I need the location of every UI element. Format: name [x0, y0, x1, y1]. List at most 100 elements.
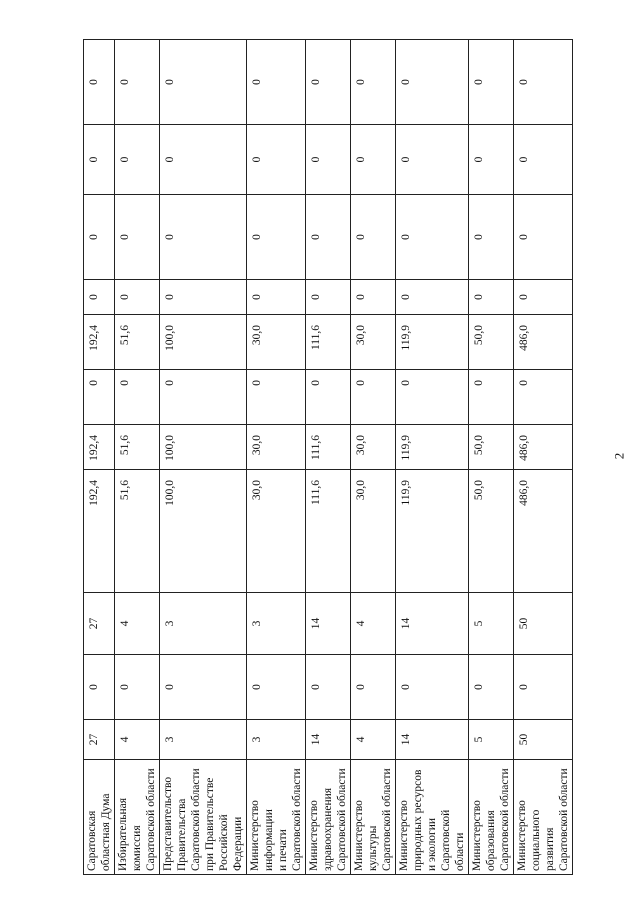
- organization-name-line: областная Дума: [100, 793, 112, 871]
- value-cell: 111,6: [305, 424, 351, 470]
- value-cell: 0: [159, 654, 247, 720]
- value-cell: 51,6: [114, 469, 160, 593]
- value-cell: 50,0: [468, 424, 514, 470]
- value-cell: 0: [159, 369, 247, 425]
- organization-name-line: образования: [485, 810, 497, 871]
- value-cell: 0: [395, 39, 469, 125]
- table-row: Саратовская областная Дума 27 0 27 192,4 192,4…: [83, 39, 115, 875]
- value-cell: 3: [246, 592, 306, 655]
- value-cell: 3: [159, 719, 247, 760]
- table-row: Избирательная комиссия Саратовской области…: [114, 39, 160, 875]
- value-cell: 0: [395, 194, 469, 280]
- value-cell: 0: [513, 654, 573, 720]
- table-row: Министерство социального развития Саратовск…: [513, 39, 573, 875]
- table-row: Министерство культуры Саратовской области 4…: [350, 39, 396, 875]
- value-cell: 30,0: [246, 469, 306, 593]
- value-cell: 192,4: [83, 424, 115, 470]
- value-cell: 3: [159, 592, 247, 655]
- organization-name-line: социального: [530, 809, 542, 871]
- organization-name-line: Министерство: [471, 800, 483, 871]
- value-cell: 486,0: [513, 314, 573, 370]
- value-cell: 119,9: [395, 314, 469, 370]
- value-cell: 119,9: [395, 424, 469, 470]
- value-cell: 5: [468, 719, 514, 760]
- organization-name-cell: Министерство природных ресурсов и экологии…: [395, 759, 469, 875]
- value-cell: 0: [305, 39, 351, 125]
- value-cell: 486,0: [513, 469, 573, 593]
- organization-name-line: природных ресурсов: [412, 769, 424, 871]
- budget-table: Саратовская областная Дума 27 0 27 192,4 192,4…: [83, 39, 573, 875]
- value-cell: 0: [468, 369, 514, 425]
- organization-name-line: области: [454, 832, 466, 871]
- value-cell: 0: [305, 194, 351, 280]
- value-cell: 0: [513, 39, 573, 125]
- value-cell: 0: [83, 654, 115, 720]
- value-cell: 0: [513, 279, 573, 315]
- value-cell: 50,0: [468, 314, 514, 370]
- budget-table-rotated: Саратовская областная Дума 27 0 27 192,4 192,4…: [83, 39, 573, 875]
- value-cell: 0: [305, 654, 351, 720]
- value-cell: 30,0: [246, 424, 306, 470]
- value-cell: 0: [83, 369, 115, 425]
- organization-name-line: Министерство: [516, 800, 528, 871]
- value-cell: 0: [350, 279, 396, 315]
- value-cell: 0: [395, 279, 469, 315]
- value-cell: 14: [395, 592, 469, 655]
- value-cell: 100,0: [159, 469, 247, 593]
- value-cell: 0: [468, 124, 514, 195]
- value-cell: 0: [114, 654, 160, 720]
- organization-name-line: комиссия: [131, 825, 143, 871]
- value-cell: 0: [83, 39, 115, 125]
- organization-name-line: Министерство: [308, 800, 320, 871]
- value-cell: 0: [305, 279, 351, 315]
- value-cell: 0: [468, 279, 514, 315]
- value-cell: 0: [83, 194, 115, 280]
- value-cell: 0: [350, 369, 396, 425]
- value-cell: 0: [246, 279, 306, 315]
- value-cell: 0: [159, 194, 247, 280]
- organization-name-line: Саратовской: [440, 809, 452, 871]
- value-cell: 0: [468, 194, 514, 280]
- organization-name-line: Министерство: [249, 800, 261, 871]
- organization-name-line: Саратовской области: [558, 768, 570, 871]
- value-cell: 0: [246, 39, 306, 125]
- value-cell: 0: [159, 124, 247, 195]
- table-row: Представительство Правительства Саратовско…: [159, 39, 247, 875]
- organization-name-line: при Правительстве: [204, 777, 216, 871]
- value-cell: 50,0: [468, 469, 514, 593]
- organization-name-line: Саратовской области: [381, 768, 393, 871]
- organization-name-cell: Министерство информации и печати Саратовско…: [246, 759, 306, 875]
- value-cell: 0: [246, 369, 306, 425]
- value-cell: 0: [114, 279, 160, 315]
- value-cell: 0: [305, 124, 351, 195]
- value-cell: 30,0: [350, 469, 396, 593]
- value-cell: 0: [305, 369, 351, 425]
- table-row: Министерство природных ресурсов и экологии…: [395, 39, 469, 875]
- value-cell: 0: [83, 279, 115, 315]
- organization-name-line: Федерации: [232, 816, 244, 871]
- value-cell: 0: [246, 654, 306, 720]
- value-cell: 51,6: [114, 424, 160, 470]
- value-cell: 100,0: [159, 314, 247, 370]
- value-cell: 0: [114, 194, 160, 280]
- value-cell: 3: [246, 719, 306, 760]
- value-cell: 27: [83, 592, 115, 655]
- value-cell: 0: [513, 194, 573, 280]
- value-cell: 100,0: [159, 424, 247, 470]
- organization-name-line: Саратовской области: [291, 768, 303, 871]
- organization-name-line: Представительство: [162, 776, 174, 871]
- organization-name-cell: Министерство образования Саратовской облас…: [468, 759, 514, 875]
- organization-name-cell: Министерство здравоохранения Саратовской о…: [305, 759, 351, 875]
- value-cell: 0: [395, 654, 469, 720]
- value-cell: 0: [159, 39, 247, 125]
- organization-name-cell: Саратовская областная Дума: [83, 759, 115, 875]
- organization-name-line: Российской: [218, 814, 230, 871]
- value-cell: 5: [468, 592, 514, 655]
- value-cell: 0: [114, 39, 160, 125]
- organization-name-line: информации: [263, 809, 275, 871]
- organization-name-line: и печати: [277, 829, 289, 871]
- organization-name-line: здравоохранения: [322, 787, 334, 871]
- organization-name-line: Саратовской области: [145, 768, 157, 871]
- organization-name-line: Правительства: [176, 798, 188, 871]
- organization-name-line: Министерство: [398, 800, 410, 871]
